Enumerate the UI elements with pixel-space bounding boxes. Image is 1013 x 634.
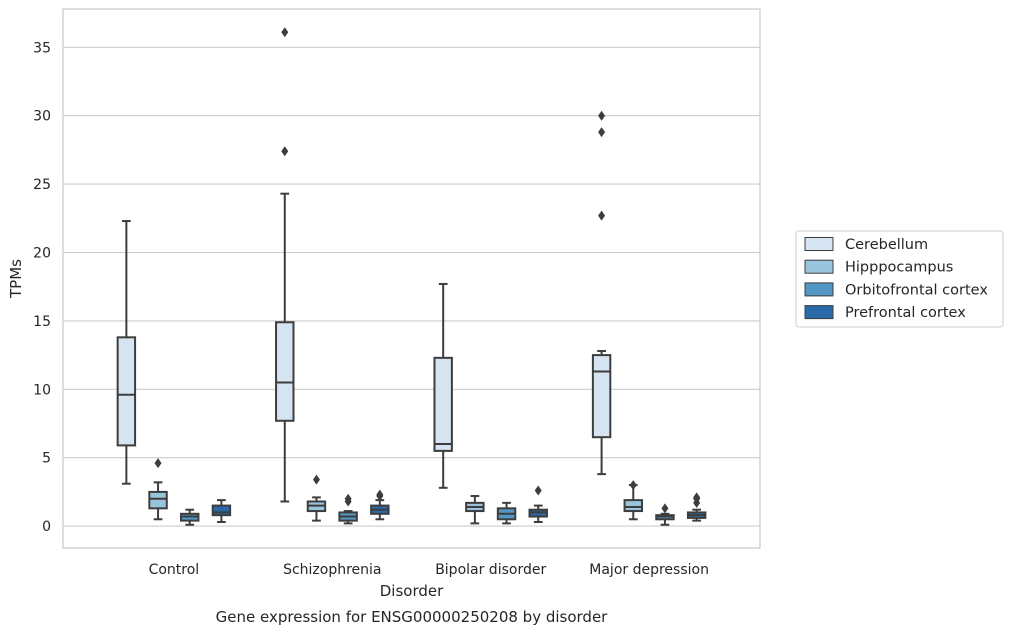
- box-plot: [338, 493, 358, 525]
- box-body: [433, 356, 453, 452]
- box-body: [623, 499, 643, 513]
- legend-swatch: [804, 305, 834, 320]
- box-plot: [465, 495, 485, 525]
- outlier-point: [661, 503, 669, 514]
- legend-swatch: [804, 259, 834, 274]
- box-plot: [591, 110, 612, 476]
- x-tick-label: Control: [149, 562, 200, 578]
- y-tick-label: 5: [42, 451, 51, 467]
- y-tick-labels: 0 5 10 15 20 25 30 35: [33, 40, 51, 535]
- box-plot: [686, 492, 707, 522]
- outlier-point: [376, 489, 384, 500]
- outlier-point: [281, 27, 289, 38]
- box-plot: [370, 489, 390, 521]
- outlier-point: [598, 210, 606, 221]
- legend-label: Orbitofrontal cortex: [845, 282, 988, 298]
- legend-label: Prefrontal cortex: [845, 305, 966, 321]
- y-tick-label: 30: [33, 109, 51, 125]
- outlier-point: [693, 492, 701, 503]
- box-body: [275, 321, 295, 422]
- box-body: [116, 336, 137, 447]
- chart-caption: Gene expression for ENSG00000250208 by d…: [216, 608, 609, 626]
- box-body: [591, 354, 612, 439]
- legend-label: Hipppocampus: [845, 260, 953, 276]
- x-tick-label: Major depression: [589, 562, 709, 578]
- box-plots: [116, 27, 707, 526]
- outlier-point: [312, 474, 320, 485]
- outlier-point: [598, 127, 606, 138]
- y-tick-label: 35: [33, 40, 51, 56]
- outlier-point: [281, 146, 289, 157]
- y-tick-label: 10: [33, 382, 51, 398]
- box-plot: [148, 458, 168, 521]
- outlier-point: [598, 110, 606, 121]
- box-plot: [116, 220, 137, 485]
- y-tick-label: 15: [33, 314, 51, 330]
- x-tick-labels: Control Schizophrenia Bipolar disorder Majo…: [149, 562, 709, 578]
- x-tick-label: Schizophrenia: [283, 562, 381, 578]
- box-plot: [496, 501, 517, 525]
- box-plot: [275, 27, 295, 503]
- outlier-point: [344, 493, 352, 504]
- outlier-point: [154, 458, 162, 469]
- box-plot: [433, 282, 453, 489]
- box-plot: [623, 480, 643, 521]
- plot-frame: [62, 8, 761, 549]
- legend: Cerebellum Hipppocampus Orbitofrontal cort…: [795, 230, 1004, 328]
- y-tick-label: 25: [33, 177, 51, 193]
- y-axis-label: TPMs: [7, 259, 25, 299]
- legend-swatch: [804, 282, 834, 297]
- y-tick-label: 20: [33, 246, 51, 262]
- grid-lines: [63, 46, 760, 527]
- plot-background: [63, 9, 760, 548]
- outlier-point: [629, 480, 637, 491]
- x-tick-label: Bipolar disorder: [435, 562, 546, 578]
- box-plot: [655, 503, 675, 526]
- legend-frame: [795, 230, 1004, 328]
- box-body: [148, 490, 168, 510]
- box-plot: [211, 499, 232, 524]
- legend-label: Cerebellum: [845, 237, 928, 253]
- box-plot: [180, 508, 200, 526]
- legend-swatch: [804, 237, 834, 251]
- y-tick-label: 0: [42, 519, 51, 535]
- box-body: [211, 504, 232, 517]
- box-plot: [306, 474, 327, 522]
- outlier-point: [534, 485, 542, 496]
- x-axis-label: Disorder: [380, 582, 444, 600]
- box-plot: [528, 485, 548, 524]
